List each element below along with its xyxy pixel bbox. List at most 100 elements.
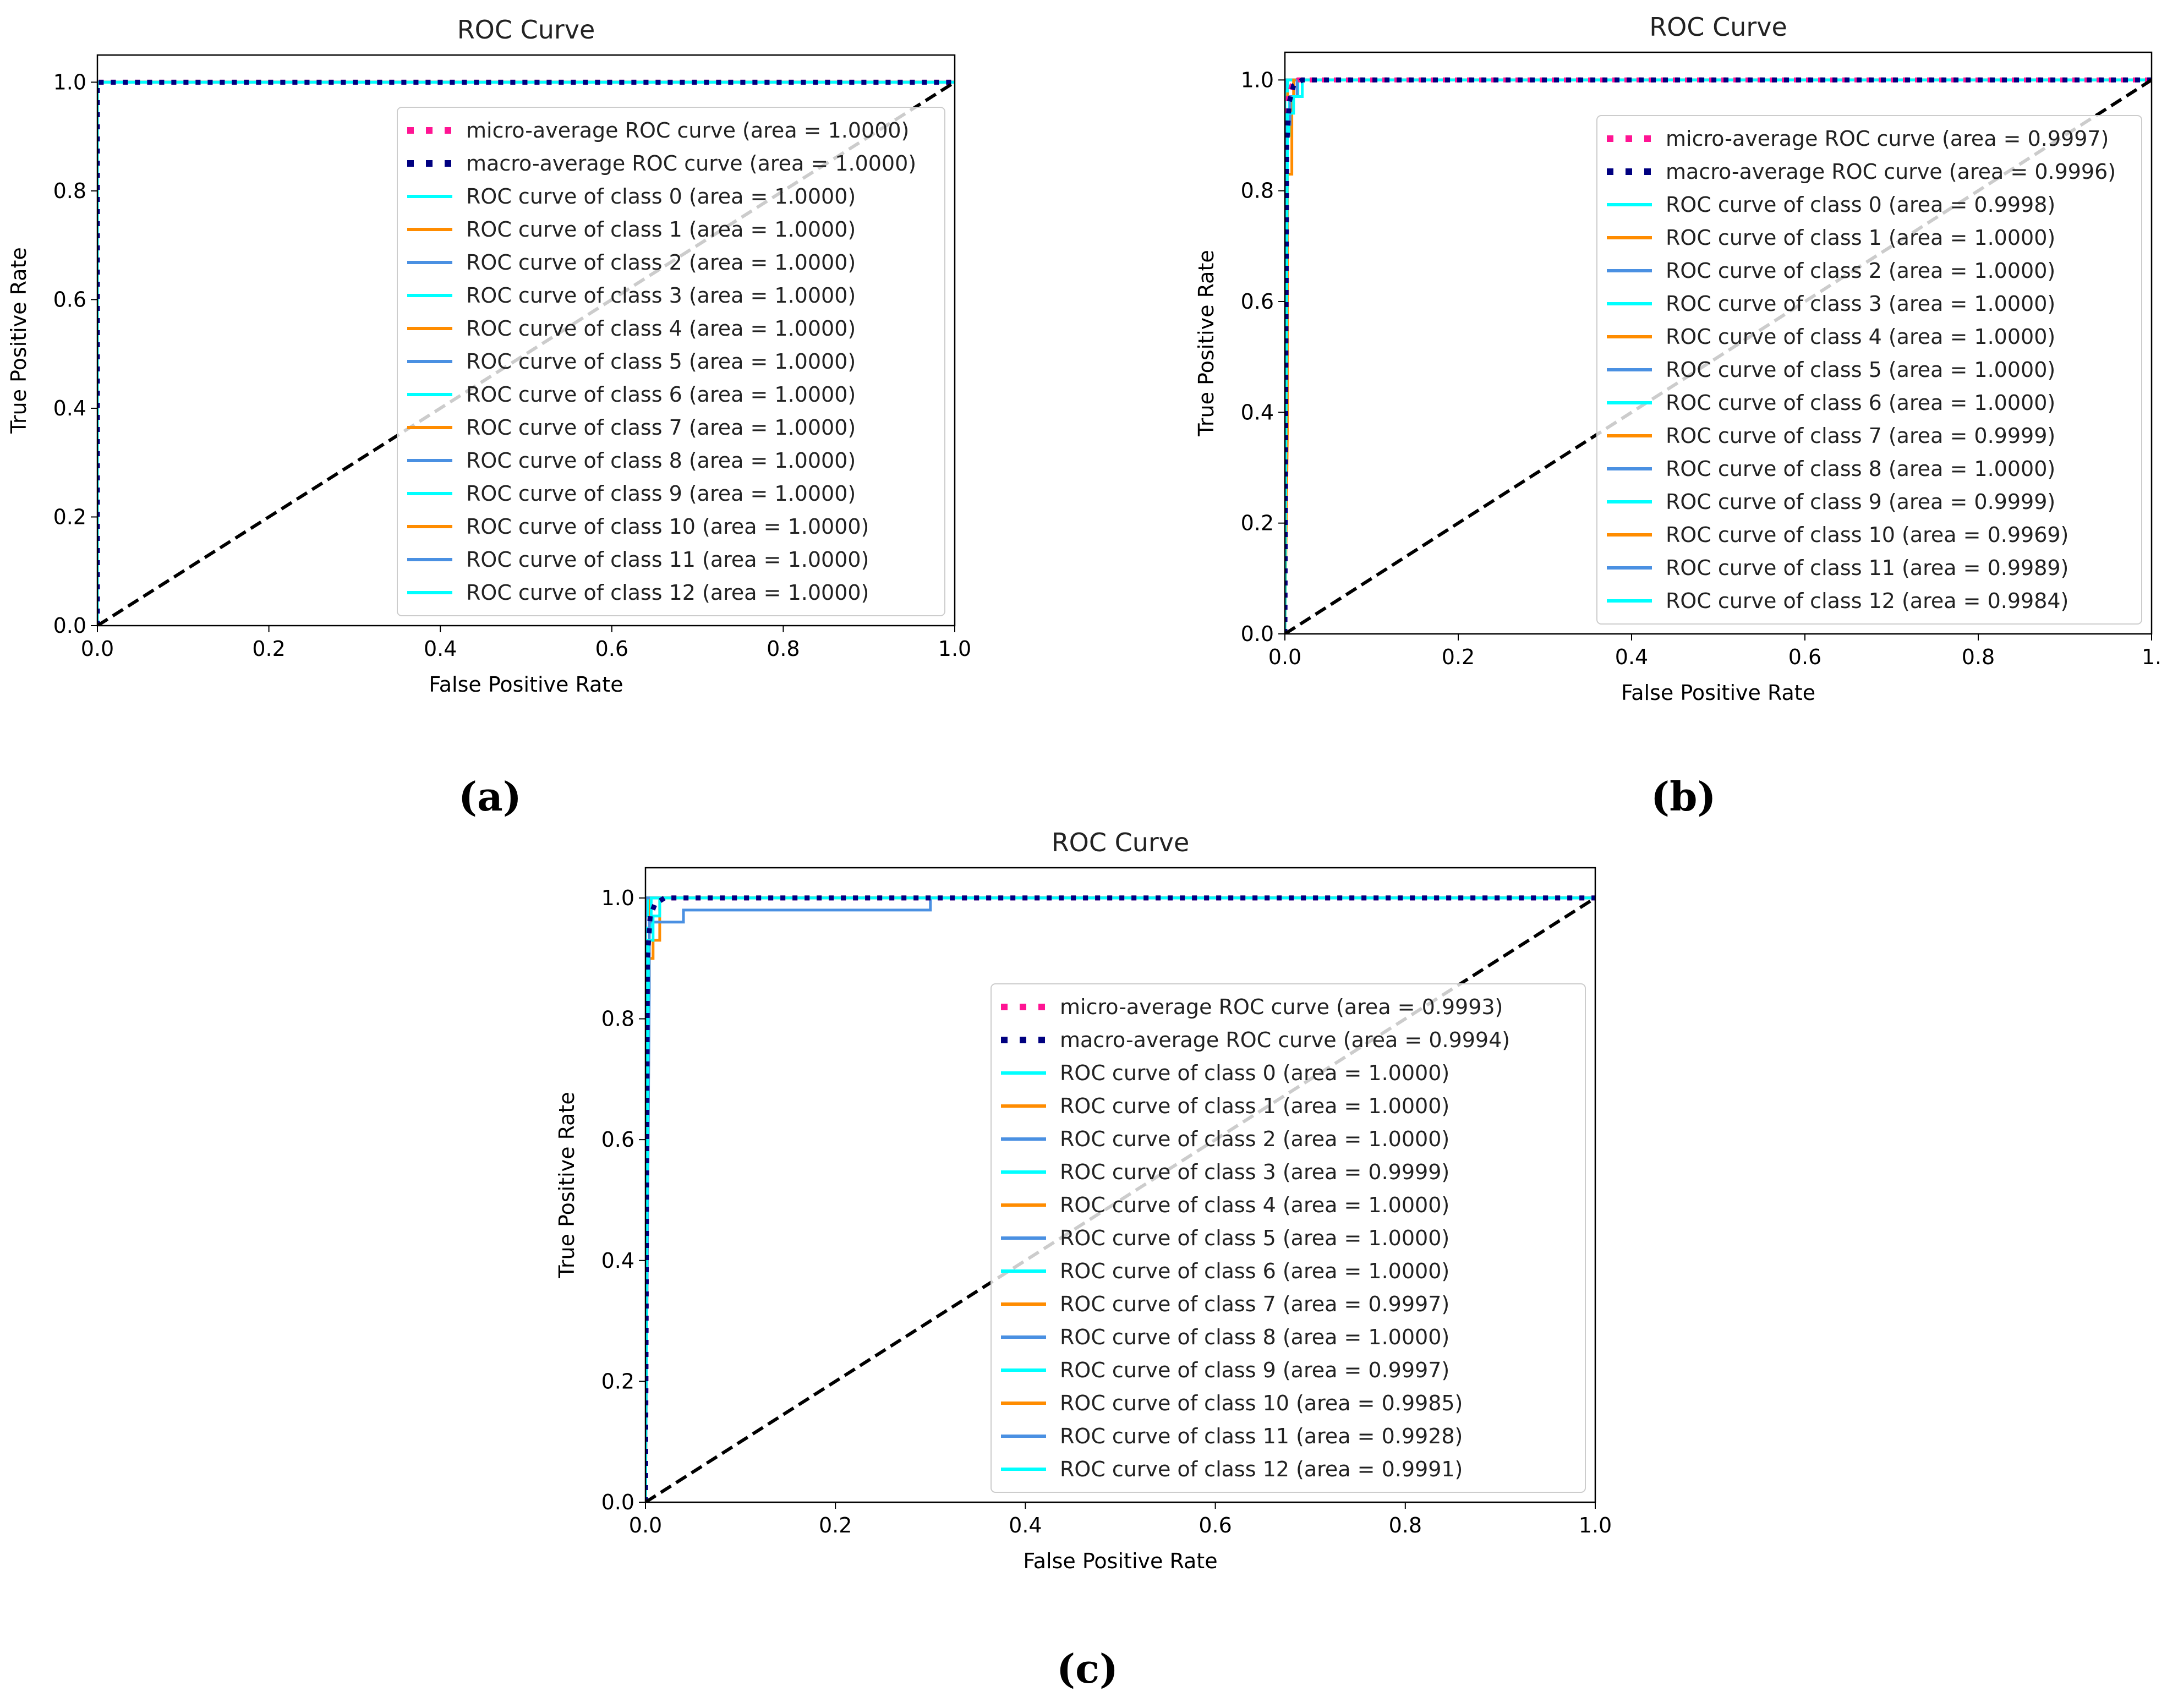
legend-box	[1596, 115, 2142, 625]
legend: micro-average ROC curve (area = 0.9997) m…	[1596, 115, 2142, 625]
x-tick-label: 0.0	[1268, 645, 1301, 669]
x-axis-label: False Positive Rate	[429, 672, 623, 697]
legend-entry: ROC curve of class 12 (area = 0.9984)	[1666, 589, 2068, 613]
y-axis-label: True Positive Rate	[1194, 250, 1218, 437]
legend-entry: ROC curve of class 3 (area = 0.9999)	[1060, 1160, 1449, 1184]
x-tick-label: 0.6	[1788, 645, 1821, 669]
roc-series-line	[645, 895, 1595, 1502]
legend-entry: ROC curve of class 6 (area = 1.0000)	[1666, 391, 2055, 415]
y-tick-label: 0.6	[601, 1127, 634, 1152]
x-tick-label: 0.4	[424, 637, 457, 661]
legend-box	[397, 107, 945, 616]
y-tick-label: 0.0	[1241, 622, 1274, 646]
legend-entry: macro-average ROC curve (area = 0.9996)	[1666, 160, 2116, 184]
x-axis-label: False Positive Rate	[1023, 1549, 1217, 1573]
legend-entry: ROC curve of class 8 (area = 1.0000)	[466, 448, 856, 473]
x-tick-label: 0.4	[1615, 645, 1648, 669]
legend-entry: ROC curve of class 5 (area = 1.0000)	[466, 349, 856, 374]
legend-entry: ROC curve of class 4 (area = 1.0000)	[1666, 325, 2055, 349]
legend-entry: ROC curve of class 4 (area = 1.0000)	[466, 316, 856, 341]
roc-series-line	[97, 79, 955, 626]
plot-frame	[96, 54, 956, 627]
x-tick-label: 1.0	[938, 637, 971, 661]
legend-entry: ROC curve of class 11 (area = 0.9989)	[1666, 556, 2068, 580]
caption-a: (a)	[458, 773, 522, 820]
legend-entry: ROC curve of class 6 (area = 1.0000)	[1060, 1259, 1449, 1283]
plot-frame	[644, 867, 1596, 1503]
legend-entry: ROC curve of class 9 (area = 1.0000)	[466, 481, 856, 506]
legend-entry: ROC curve of class 11 (area = 1.0000)	[466, 548, 869, 572]
legend-entry: ROC curve of class 2 (area = 1.0000)	[1666, 259, 2055, 283]
x-tick-label: 0.6	[595, 637, 628, 661]
x-tick-label: 0.8	[1962, 645, 1995, 669]
y-axis-label: True Positive Rate	[555, 1092, 579, 1279]
plot-frame	[1284, 51, 2153, 635]
legend-entry: ROC curve of class 10 (area = 0.9969)	[1666, 523, 2068, 547]
legend-entry: ROC curve of class 9 (area = 0.9999)	[1666, 490, 2055, 514]
legend-entry: ROC curve of class 7 (area = 0.9999)	[1666, 424, 2055, 448]
y-tick-label: 1.0	[601, 886, 634, 910]
y-tick-label: 1.0	[53, 70, 86, 94]
y-tick-label: 0.8	[1241, 179, 1274, 203]
legend-entry: ROC curve of class 11 (area = 0.9928)	[1060, 1424, 1463, 1448]
y-tick-label: 0.0	[53, 614, 86, 638]
chart-title: ROC Curve	[1052, 828, 1190, 857]
legend-entry: ROC curve of class 6 (area = 1.0000)	[466, 382, 856, 407]
legend-entry: ROC curve of class 5 (area = 1.0000)	[1666, 358, 2055, 382]
legend: micro-average ROC curve (area = 0.9993) m…	[991, 983, 1586, 1493]
y-tick-label: 0.0	[601, 1490, 634, 1514]
x-tick-label: 0.0	[629, 1513, 662, 1537]
chart-title: ROC Curve	[457, 15, 595, 45]
x-tick-label: 0.2	[252, 637, 285, 661]
legend-entry: ROC curve of class 1 (area = 1.0000)	[1060, 1094, 1449, 1118]
y-axis-label: True Positive Rate	[7, 247, 31, 434]
legend: micro-average ROC curve (area = 1.0000) m…	[397, 107, 945, 616]
legend-entry: ROC curve of class 1 (area = 1.0000)	[1666, 226, 2055, 250]
x-tick-label: 0.2	[819, 1513, 852, 1537]
legend-entry: ROC curve of class 7 (area = 0.9997)	[1060, 1292, 1449, 1316]
x-tick-label: 0.0	[81, 637, 114, 661]
legend-entry: micro-average ROC curve (area = 0.9993)	[1060, 995, 1503, 1019]
caption-c: (c)	[1057, 1645, 1118, 1692]
legend-entry: ROC curve of class 3 (area = 1.0000)	[466, 283, 856, 308]
y-tick-label: 1.0	[1241, 68, 1274, 92]
roc-chart-b-svg: ROC Curve 0.0 0.2 0.4 0.6 0.8 1. 0.0 0.2 0.4 0.6 0.…	[1194, 12, 2161, 705]
legend-box	[991, 983, 1586, 1493]
legend-entry: micro-average ROC curve (area = 0.9997)	[1666, 127, 2109, 151]
y-tick-label: 0.4	[1241, 400, 1274, 424]
legend-entry: ROC curve of class 2 (area = 1.0000)	[1060, 1127, 1449, 1151]
x-tick-label: 0.2	[1442, 645, 1475, 669]
legend-entry: macro-average ROC curve (area = 0.9994)	[1060, 1028, 1510, 1052]
y-tick-label: 0.2	[1241, 511, 1274, 535]
y-tick-label: 0.6	[53, 287, 86, 311]
legend-entry: ROC curve of class 0 (area = 1.0000)	[466, 184, 856, 209]
roc-chart-b: ROC Curve 0.0 0.2 0.4 0.6 0.8 1. 0.0 0.2 0.4 0.6 0.…	[1194, 0, 2178, 814]
legend-entry: ROC curve of class 3 (area = 1.0000)	[1666, 292, 2055, 316]
x-tick-label: 0.4	[1009, 1513, 1042, 1537]
y-tick-label: 0.4	[601, 1249, 634, 1273]
y-tick-label: 0.6	[1241, 289, 1274, 314]
legend-entry: ROC curve of class 1 (area = 1.0000)	[466, 217, 856, 242]
x-axis-label: False Positive Rate	[1621, 681, 1815, 705]
roc-chart-c-svg: ROC Curve 0.0 0.2 0.4 0.6 0.8 1.0 0.0 0.2 0.4 0.6 0…	[555, 828, 1612, 1573]
legend-entry: ROC curve of class 8 (area = 1.0000)	[1060, 1325, 1449, 1349]
x-tick-label: 0.6	[1199, 1513, 1232, 1537]
caption-b: (b)	[1651, 773, 1716, 820]
legend-entry: ROC curve of class 4 (area = 1.0000)	[1060, 1193, 1449, 1217]
y-tick-label: 0.4	[53, 396, 86, 420]
legend-entry: macro-average ROC curve (area = 1.0000)	[466, 151, 916, 176]
legend-entry: ROC curve of class 5 (area = 1.0000)	[1060, 1226, 1449, 1250]
roc-series-line	[645, 896, 1595, 1502]
x-tick-label: 1.	[2142, 645, 2161, 669]
legend-entry: ROC curve of class 12 (area = 1.0000)	[466, 581, 869, 605]
legend-entry: ROC curve of class 10 (area = 0.9985)	[1060, 1391, 1463, 1415]
roc-chart-a: ROC Curve 0.0 0.2 0.4 0.6 0.8 1.0 0.0 0.2 0.4 0.6 0…	[0, 0, 1079, 814]
roc-chart-a-svg: ROC Curve 0.0 0.2 0.4 0.6 0.8 1.0 0.0 0.2 0.4 0.6 0…	[7, 15, 971, 697]
x-tick-label: 0.8	[767, 637, 800, 661]
plot-area	[645, 895, 1595, 1502]
legend-entry: ROC curve of class 0 (area = 1.0000)	[1060, 1061, 1449, 1085]
x-tick-label: 0.8	[1389, 1513, 1422, 1537]
y-tick-label: 0.2	[53, 505, 86, 529]
legend-entry: micro-average ROC curve (area = 1.0000)	[466, 118, 909, 143]
legend-entry: ROC curve of class 2 (area = 1.0000)	[466, 250, 856, 275]
